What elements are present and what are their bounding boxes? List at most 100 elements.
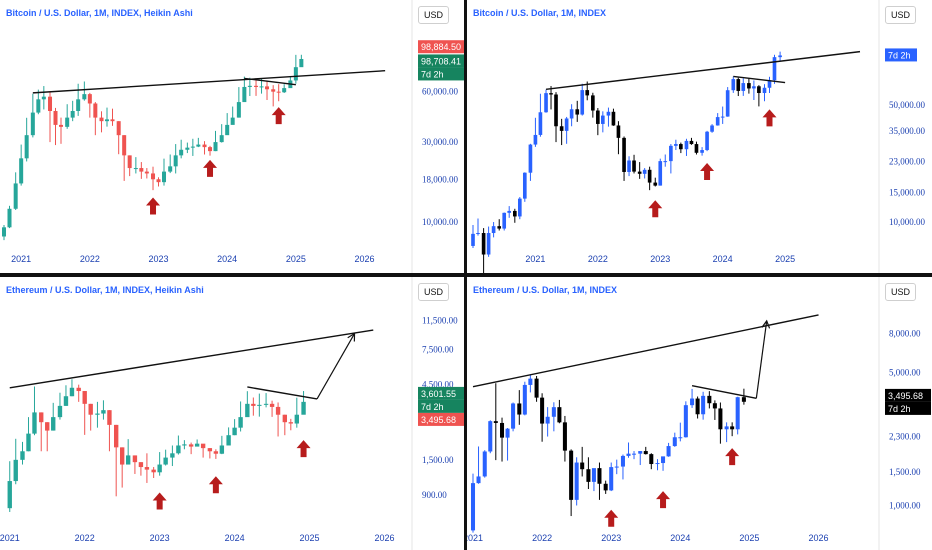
btc-candles-panel[interactable]: 50,000.00 35,000.00 23,000.00 15,000.00 10,0… [467, 0, 932, 273]
candle-body [144, 171, 149, 174]
candle-body [658, 161, 663, 186]
x-tick-label: 2021 [0, 533, 20, 543]
candle-body [225, 124, 230, 136]
y-tick-label: 50,000.00 [889, 100, 926, 110]
currency-button[interactable]: USD [885, 6, 917, 24]
y-tick-label: 900.00 [422, 490, 447, 500]
candle-body [30, 112, 35, 136]
candle-body [585, 90, 590, 96]
eth-heikin-ashi-chart[interactable]: 11,500.00 7,500.00 4,500.00 1,500.00 900.00 2… [0, 277, 464, 550]
candle-body [213, 451, 219, 454]
countdown-tag-bg [418, 399, 464, 413]
candle-body [7, 481, 12, 509]
candle-body [517, 403, 522, 415]
y-tick-label: 1,000.00 [889, 500, 921, 510]
btc-candles-chart[interactable]: 50,000.00 35,000.00 23,000.00 15,000.00 10,0… [467, 0, 932, 273]
eth-heikin-ashi-panel[interactable]: 11,500.00 7,500.00 4,500.00 1,500.00 900.00 2… [0, 277, 464, 550]
candle-body [505, 428, 510, 438]
x-tick-label: 2025 [775, 254, 795, 264]
trendline [244, 77, 296, 86]
candle-body [41, 96, 46, 100]
btc-heikin-ashi-panel[interactable]: 60,000.00 30,000.00 18,000.00 10,000.00 2021… [0, 0, 464, 273]
candle-body [710, 125, 714, 132]
candle-body [557, 407, 562, 423]
x-tick-label: 2024 [713, 254, 733, 264]
close-price-tag: 3,495.68 [421, 415, 456, 425]
candle-body [507, 210, 512, 213]
y-tick-label: 2,300.00 [889, 432, 921, 442]
x-tick-label: 2026 [809, 533, 829, 543]
candle-body [230, 117, 235, 125]
candle-body [76, 387, 81, 392]
candle-body [251, 403, 256, 406]
candle-body [747, 83, 751, 89]
candle-body [125, 455, 131, 465]
candle-body [690, 398, 695, 406]
candle-body [69, 387, 75, 397]
candle-body [638, 451, 643, 454]
candle-body [683, 405, 688, 438]
candle-body [611, 111, 616, 126]
x-tick-label: 2024 [225, 533, 245, 543]
x-tick-label: 2022 [75, 533, 95, 543]
candle-body [219, 445, 225, 454]
candle-body [488, 421, 493, 452]
candle-body [627, 160, 631, 172]
candle-body [87, 94, 92, 104]
candle-body [173, 155, 178, 167]
trendline [32, 70, 386, 94]
countdown-tag-bg [885, 48, 917, 62]
candle-body [574, 462, 579, 500]
candle-body [301, 401, 306, 415]
candle-body [226, 435, 231, 446]
candle-body [762, 87, 767, 94]
panel-title: Ethereum / U.S. Dollar, 1M, INDEX, Heiki… [6, 285, 204, 295]
candle-body [196, 144, 201, 147]
candle-body [157, 464, 162, 473]
candle-body [58, 124, 64, 127]
candle-body [637, 171, 642, 174]
candle-body [207, 448, 213, 452]
candle-body [517, 198, 522, 217]
candle-body [695, 398, 700, 415]
red-arrow-up-icon [208, 476, 223, 494]
eth-candles-panel[interactable]: 8,000.00 5,000.00 2,300.00 1,500.00 1,000.00… [467, 277, 932, 550]
candle-body [45, 422, 50, 431]
x-tick-label: 2023 [650, 254, 670, 264]
candle-body [569, 450, 574, 500]
candle-body [151, 469, 156, 473]
candle-body [649, 454, 654, 465]
red-arrow-up-icon [700, 163, 715, 181]
candle-body [99, 117, 104, 122]
currency-button[interactable]: USD [418, 283, 450, 301]
candle-body [101, 410, 106, 414]
btc-heikin-ashi-chart[interactable]: 60,000.00 30,000.00 18,000.00 10,000.00 2021… [0, 0, 464, 273]
candle-body [559, 126, 564, 131]
candle-body [95, 413, 100, 415]
x-tick-label: 2021 [467, 533, 483, 543]
y-tick-label: 60,000.00 [422, 87, 459, 97]
candle-body [720, 116, 725, 118]
candle-body [265, 86, 270, 90]
countdown-tag-bg [418, 67, 464, 81]
candle-body [271, 89, 276, 92]
eth-candles-chart[interactable]: 8,000.00 5,000.00 2,300.00 1,500.00 1,000.00… [467, 277, 932, 550]
candle-body [57, 405, 63, 418]
red-arrow-up-icon [152, 492, 167, 510]
candle-body [522, 172, 527, 199]
candle-body [19, 158, 24, 184]
x-tick-label: 2025 [300, 533, 320, 543]
candle-body [482, 451, 487, 477]
candle-body [647, 169, 652, 183]
candle-body [497, 226, 502, 229]
currency-button[interactable]: USD [885, 283, 917, 301]
candle-body [39, 412, 44, 423]
candle-body [176, 445, 181, 454]
candle-body [156, 179, 161, 183]
candle-body [653, 182, 658, 186]
candle-body [694, 144, 699, 153]
candle-body [51, 417, 56, 431]
candle-body [119, 447, 125, 465]
candle-body [476, 476, 481, 484]
currency-button[interactable]: USD [418, 6, 450, 24]
